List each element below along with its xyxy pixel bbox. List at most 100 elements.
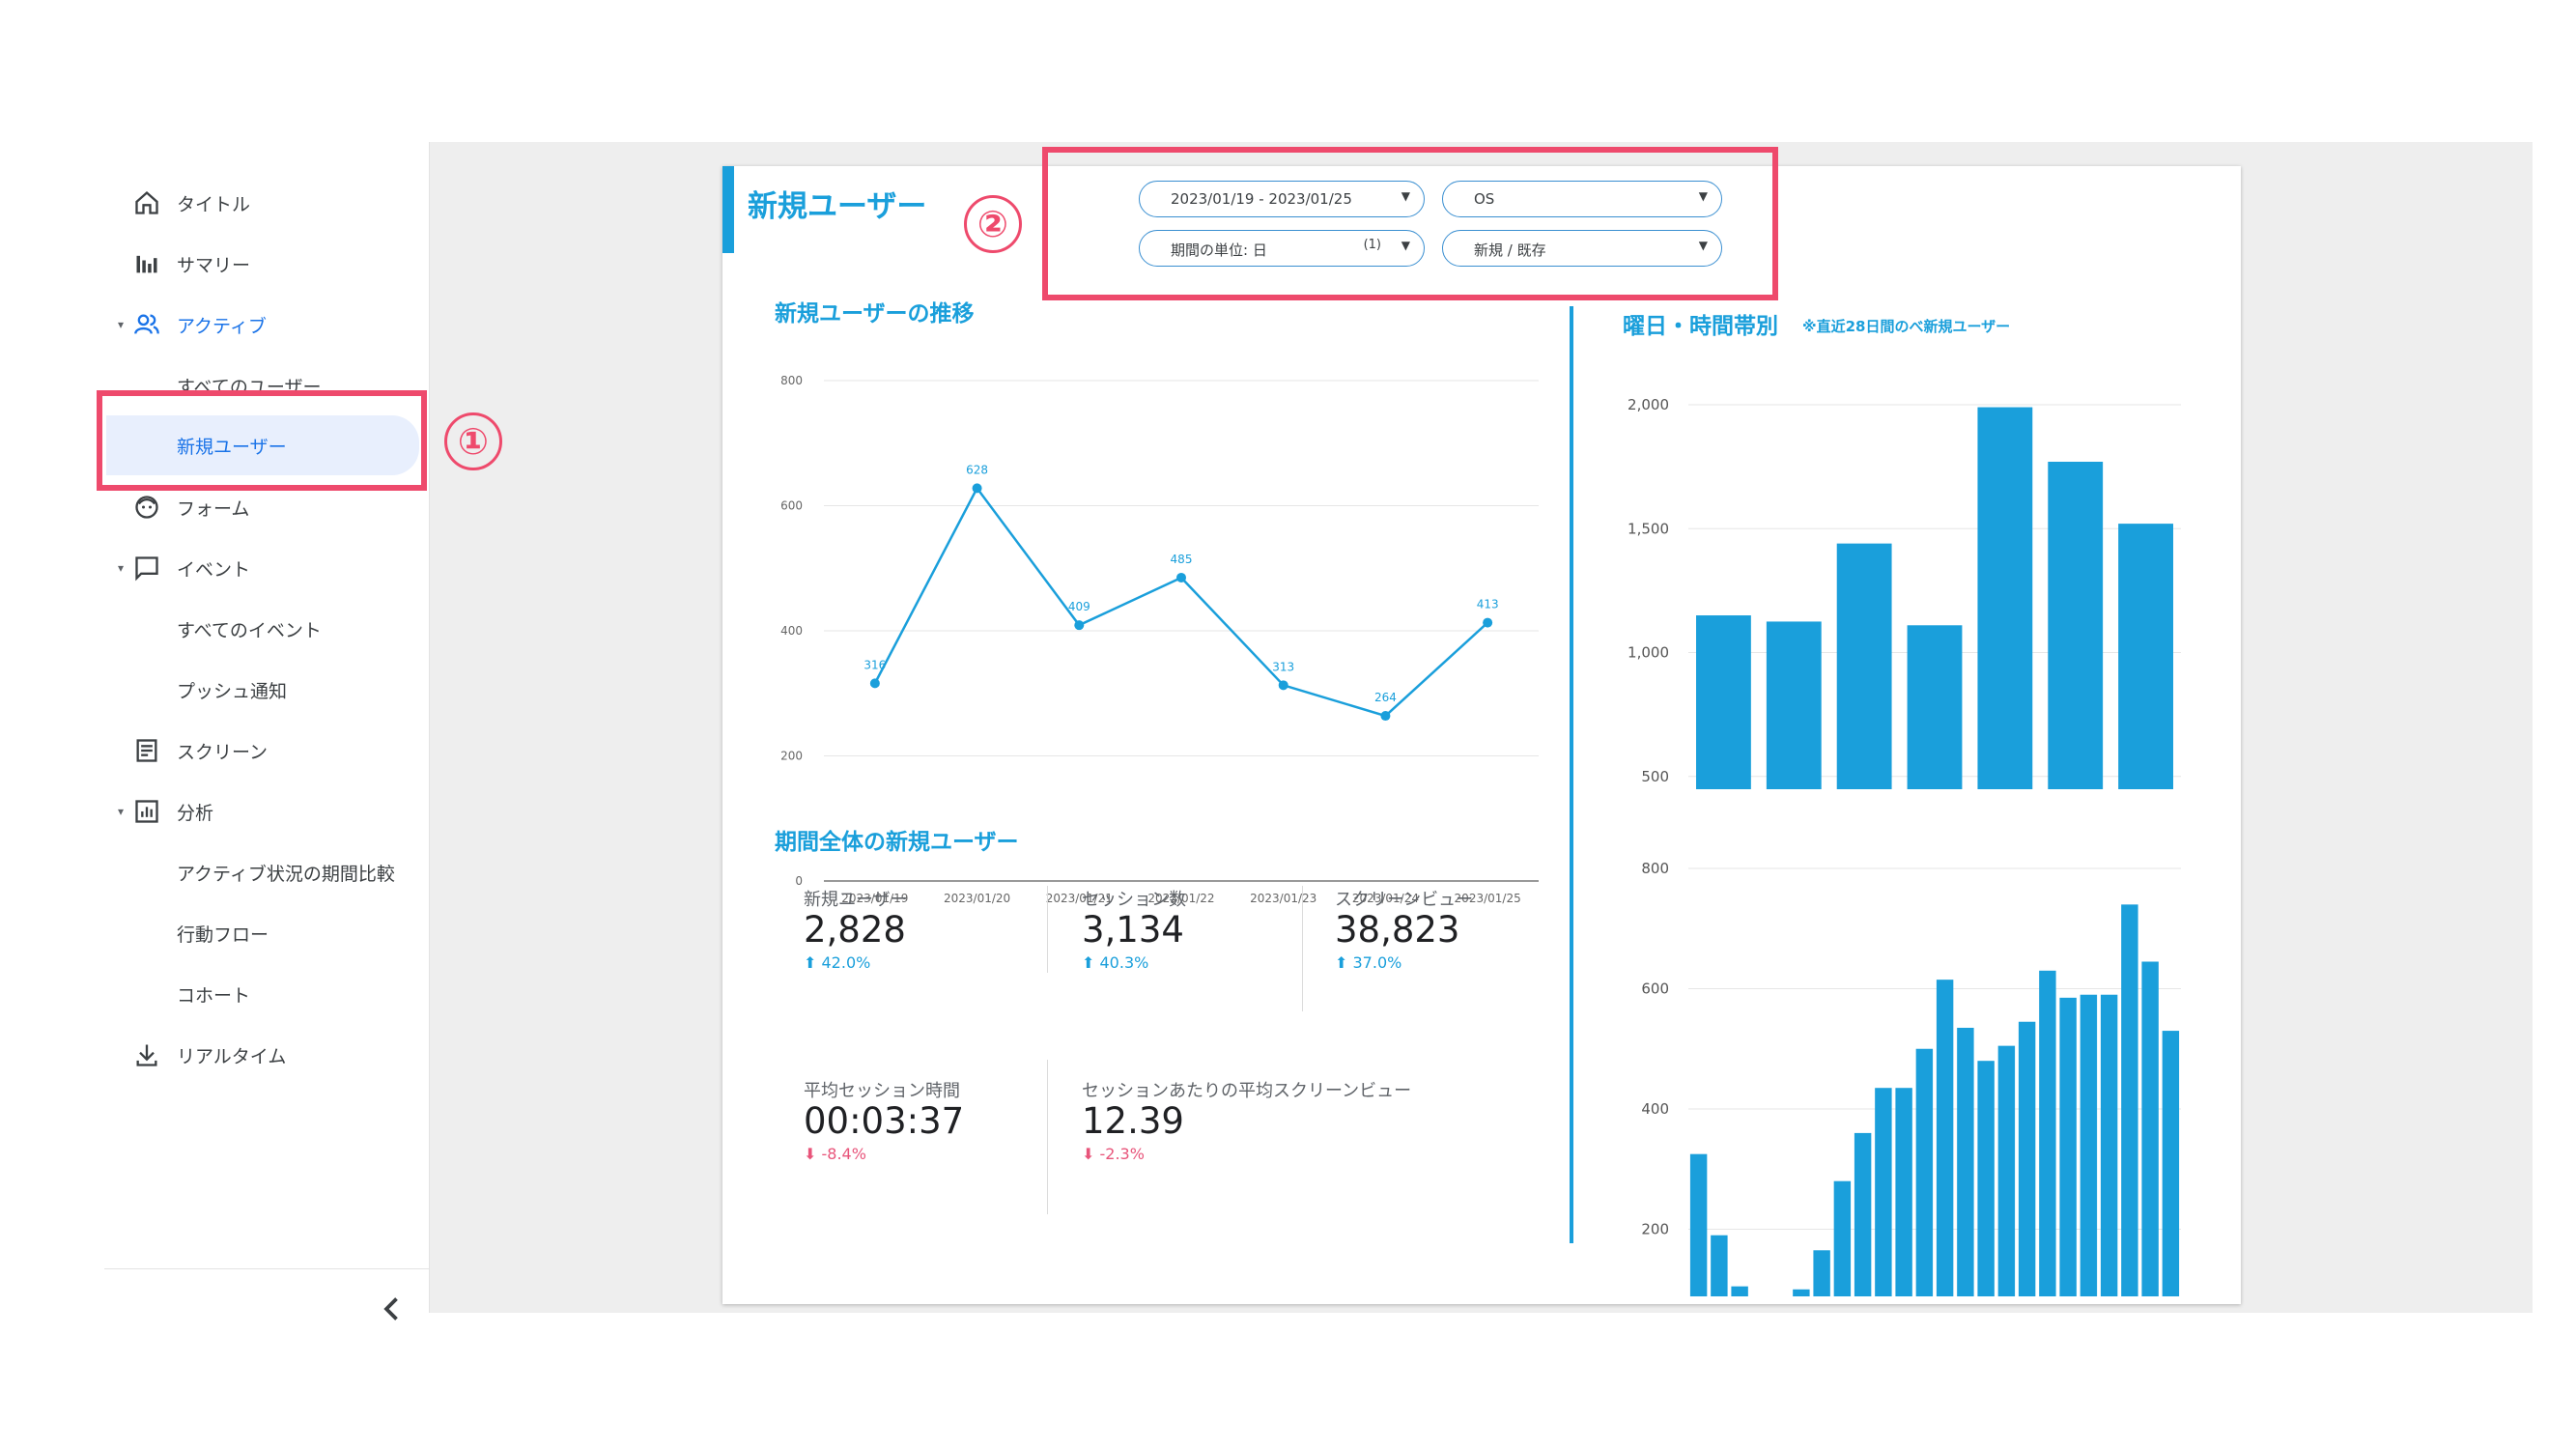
sidebar-item-label: イベント	[177, 558, 251, 581]
document-icon	[136, 739, 157, 762]
kpi-divider	[1302, 886, 1303, 1011]
sidebar-item-analysis[interactable]: ▾ 分析	[104, 784, 423, 838]
sidebar-item-label: フォーム	[177, 497, 250, 520]
dropdown-arrow-icon: ▼	[1401, 239, 1410, 252]
bar	[2048, 461, 2104, 789]
period-unit-value: 期間の単位: 日	[1171, 242, 1267, 259]
data-label: 409	[1068, 600, 1090, 613]
kpi-change-text: -8.4%	[821, 1145, 866, 1163]
period-unit-filter[interactable]: 期間の単位: 日 (1) ▼	[1139, 230, 1425, 267]
bar	[1915, 1048, 1934, 1296]
sidebar-item-cohort[interactable]: コホート	[104, 967, 423, 1021]
kpi-new-users-value: 2,828	[804, 909, 906, 951]
sidebar-item-event[interactable]: ▾ イベント	[104, 541, 423, 595]
sidebar-item-realtime[interactable]: リアルタイム	[104, 1028, 423, 1082]
kpi-sessions-value: 3,134	[1082, 909, 1184, 951]
os-filter[interactable]: OS ▼	[1442, 181, 1722, 217]
highlight-box-1	[97, 390, 427, 491]
highlight-box-2	[1042, 147, 1778, 300]
y-tick-label: 0	[795, 874, 803, 888]
sidebar-item-screen[interactable]: スクリーン	[104, 724, 423, 778]
kpi-screenviews-value: 38,823	[1335, 909, 1460, 951]
bar	[2080, 994, 2098, 1296]
caret-down-icon: ▾	[118, 805, 125, 818]
sidebar-item-summary[interactable]: サマリー	[104, 237, 423, 291]
kpi-avg-session-label: 平均セッション時間	[804, 1081, 960, 1101]
annotation-number-2: ②	[964, 195, 1022, 253]
chevron-left-icon[interactable]	[375, 1292, 410, 1326]
date-range-filter[interactable]: 2023/01/19 - 2023/01/25 ▼	[1139, 181, 1425, 217]
kpi-screenviews-label: スクリーンビュー	[1335, 890, 1474, 910]
sidebar-item-form[interactable]: フォーム	[104, 480, 423, 534]
bar	[2039, 970, 2056, 1296]
data-point	[1278, 680, 1288, 691]
report-title: 新規ユーザー	[748, 189, 927, 224]
data-point	[1483, 617, 1493, 628]
sidebar-item-label: サマリー	[177, 254, 251, 276]
bar	[1833, 1180, 1852, 1296]
x-tick-label: 2023/01/21	[1046, 892, 1113, 905]
bar	[1895, 1088, 1912, 1296]
analytics-icon	[135, 800, 158, 823]
sidebar-item-active[interactable]: ▾ アクティブ	[104, 298, 423, 352]
sidebar-item-period-compare[interactable]: アクティブ状況の期間比較	[104, 845, 423, 899]
sidebar-item-all-events[interactable]: すべてのイベント	[104, 602, 423, 656]
data-label: 316	[863, 658, 886, 671]
sidebar-item-label: スクリーン	[177, 741, 269, 763]
dropdown-arrow-icon: ▼	[1698, 239, 1708, 252]
x-tick-label: 2023/01/19	[841, 892, 908, 905]
bar	[1793, 1289, 1810, 1296]
x-tick-label: 2023/01/20	[944, 892, 1010, 905]
weekday-bar-chart: 05001,0001,5002,0001_月曜日2_火曜日3_水曜日4_木曜日5…	[1628, 396, 2181, 789]
bar	[1731, 1286, 1748, 1296]
y-tick-label: 2,000	[1628, 396, 1669, 413]
kpi-screenviews-change: ⬆ 37.0%	[1335, 953, 1402, 972]
x-tick-label: 2023/01/22	[1147, 892, 1214, 905]
kpi-change-text: 37.0%	[1352, 953, 1402, 972]
bar	[1977, 407, 2033, 789]
bar	[2059, 997, 2077, 1296]
kpi-new-users-label: 新規ユーザー	[804, 890, 908, 910]
x-tick-label: 2023/01/25	[1455, 892, 1521, 905]
sidebar-item-new-users[interactable]: 新規ユーザー	[106, 415, 419, 475]
data-label: 264	[1374, 691, 1397, 704]
report-card: 新規ユーザー 2023/01/19 - 2023/01/25 ▼ OS ▼ 期間…	[722, 166, 2241, 1304]
bar	[2018, 1021, 2036, 1296]
y-tick-label: 1,000	[1628, 644, 1669, 662]
sidebar-item-title[interactable]: タイトル	[104, 176, 423, 230]
y-tick-label: 800	[1641, 860, 1669, 877]
kpi-change-text: -2.3%	[1099, 1145, 1145, 1163]
data-point	[1380, 711, 1391, 722]
caret-down-icon: ▾	[118, 561, 125, 575]
annotation-number-1: ①	[444, 412, 502, 470]
sidebar-item-flow[interactable]: 行動フロー	[104, 906, 423, 960]
data-point	[972, 483, 982, 494]
bar	[2141, 961, 2159, 1296]
y-tick-label: 500	[1641, 768, 1669, 785]
y-tick-label: 1,500	[1628, 520, 1669, 537]
data-point	[869, 678, 880, 689]
sidebar-item-label: アクティブ状況の期間比較	[177, 863, 395, 885]
new-users-trend-chart: 0 200 400 600 800 2023/01/19 2023/01/20 2023/01…	[780, 374, 1539, 905]
bar	[1766, 621, 1822, 789]
title-accent-bar	[722, 166, 734, 253]
data-point	[1074, 620, 1085, 631]
kpi-divider	[1047, 1060, 1048, 1214]
sidebar-item-push[interactable]: プッシュ通知	[104, 663, 423, 717]
bar	[2118, 524, 2173, 789]
sidebar-item-label: 行動フロー	[177, 923, 269, 946]
bar	[1689, 1153, 1708, 1296]
new-existing-filter[interactable]: 新規 / 既存 ▼	[1442, 230, 1722, 267]
sidebar-item-label: リアルタイム	[177, 1045, 287, 1067]
sidebar: タイトル サマリー ▾ アクティブ すべてのユーザー 新規ユーザー フォーム ▾…	[104, 142, 430, 1321]
sidebar-item-label: 新規ユーザー	[177, 436, 287, 458]
bar	[1875, 1088, 1892, 1296]
bar-chart-icon	[136, 255, 157, 273]
bar	[1711, 1235, 1728, 1296]
kpi-divider	[1047, 886, 1048, 973]
os-filter-value: OS	[1474, 190, 1495, 208]
sidebar-item-label: 分析	[177, 802, 214, 824]
download-icon	[136, 1044, 157, 1066]
data-label: 313	[1272, 660, 1294, 673]
data-label: 628	[966, 463, 988, 476]
